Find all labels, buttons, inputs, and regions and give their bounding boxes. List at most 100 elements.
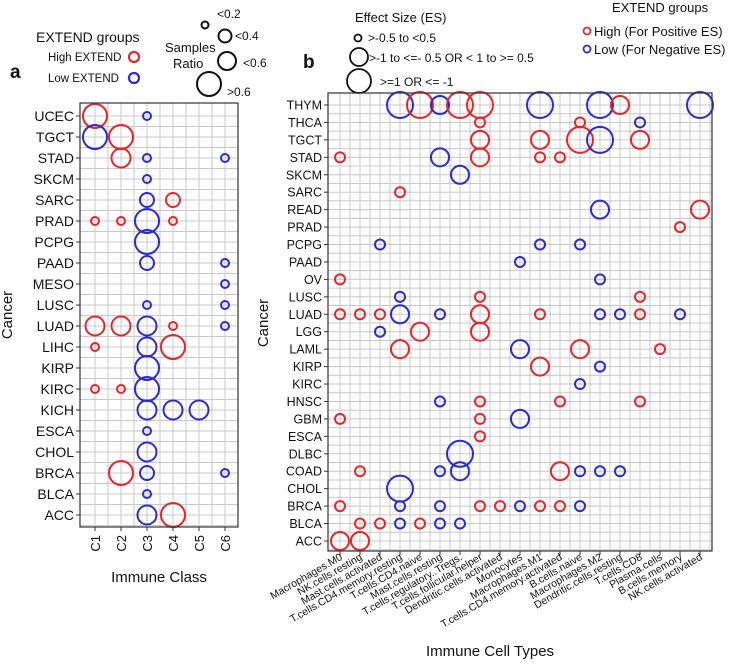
panel-b-legend: b Effect Size (ES) >-0.5 to <0.5 >-1 to … [303, 0, 726, 94]
bubble-brca-low [514, 500, 526, 513]
legend-low-marker [127, 71, 141, 85]
y-tick-label: PRAD [287, 221, 322, 235]
y-tick-label: LUAD [289, 308, 322, 322]
bubble-chol-low [136, 441, 158, 463]
bubble-laml-low [510, 339, 530, 360]
y-tick-label: STAD [38, 150, 74, 166]
legend-es-marker [346, 68, 372, 94]
y-tick-label: READ [287, 203, 322, 217]
legend-size-label: <0.6 [243, 56, 267, 70]
bubble-thym-low [386, 91, 414, 119]
bubble-brca-high [534, 500, 546, 513]
bubble-lusc-high [474, 290, 486, 303]
y-tick-label: BRCA [287, 500, 322, 514]
bubble-thca-low [634, 116, 646, 129]
bubble-lusc-low [220, 300, 230, 310]
bubble-kich-low [136, 399, 158, 421]
y-tick-label: PAAD [289, 255, 322, 269]
bubble-gbm-high [474, 412, 486, 425]
bubble-gbm-high [334, 412, 346, 425]
legend-size-title: Samples [165, 40, 216, 55]
bubble-tgct-high [566, 125, 594, 154]
bubble-pcpg-low [534, 238, 546, 251]
legend-es-marker [349, 47, 369, 67]
y-tick-label: OV [304, 273, 323, 287]
y-tick-label: SARC [35, 192, 74, 208]
y-tick-label: KIRC [292, 378, 322, 392]
bubble-skcm-low [142, 174, 152, 184]
bubble-kirp-low [594, 360, 606, 373]
bubble-thym-high [406, 91, 434, 119]
panel-a-y-tick-labels: UCEC TGCT STAD SKCM SARC PRAD PCPG PAAD MESO LUSC… [33, 108, 80, 523]
legend-high-label: High EXTEND [48, 52, 122, 64]
bubble-coad-low [450, 461, 470, 482]
bubble-esca-high [474, 430, 486, 443]
legend-size-marker [196, 71, 222, 97]
bubble-blca-high [414, 517, 426, 530]
bubble-laml-high [570, 339, 590, 360]
bubble-kirc-high [90, 384, 100, 394]
bubble-stad-high [110, 147, 132, 169]
bubble-stad-low [142, 153, 152, 163]
bubble-stad-low [430, 147, 450, 168]
bubble-meso-low [220, 279, 230, 289]
legend-size-marker [217, 28, 233, 44]
bubble-luad-high [334, 308, 346, 321]
bubble-luad-low [390, 304, 410, 325]
y-tick-label: COAD [286, 465, 322, 479]
y-tick-label: CHOL [35, 444, 74, 460]
bubble-acc-low [136, 504, 158, 526]
legend-size-marker [200, 20, 210, 30]
bubble-luad-high [84, 315, 106, 337]
panel-b-x-tick-labels: Macrophages.M0NK.cells.restingMast.cells… [268, 551, 704, 631]
bubble-luad-low [594, 308, 606, 321]
bubble-laml-high [390, 339, 410, 360]
y-tick-label: ACC [296, 535, 322, 549]
bubble-luad-high [168, 321, 178, 331]
y-tick-label: ESCA [288, 430, 323, 444]
bubble-thym-high [610, 95, 630, 115]
bubble-blca-high [354, 517, 366, 530]
bubble-kich-low [188, 399, 210, 421]
legend-size-label: <0.4 [235, 29, 259, 43]
legend-high-marker [127, 50, 141, 64]
bubble-brca-low [220, 468, 230, 478]
bubble-brca-high [334, 500, 346, 513]
bubble-paad-low [514, 255, 526, 268]
bubble-lihc-high [160, 334, 186, 360]
y-tick-label: SKCM [286, 168, 322, 182]
bubble-prad-high [168, 216, 178, 226]
bubble-tgct-high [530, 129, 550, 150]
y-tick-label: KIRC [41, 381, 74, 397]
panel-a-grid [80, 103, 239, 527]
bubble-read-low [590, 199, 610, 220]
y-tick-label: CHOL [287, 482, 322, 496]
bubble-tgct-high [630, 129, 650, 150]
panel-b-letter: b [303, 52, 315, 73]
y-tick-label: LUSC [37, 297, 74, 313]
bubble-pcpg-low [134, 229, 160, 255]
x-tick-label: C1 [88, 535, 103, 552]
bubble-acc-high [330, 531, 350, 551]
bubble-stad-high [470, 147, 490, 168]
bubble-stad-low [220, 153, 230, 163]
bubble-luad-low [136, 315, 158, 337]
bubble-thym-high [446, 91, 474, 119]
bubble-stad-high [334, 151, 346, 164]
bubble-luad-low [674, 308, 686, 321]
y-tick-label: SARC [287, 186, 322, 200]
y-tick-label: BRCA [35, 465, 75, 481]
y-tick-label: THYM [287, 99, 322, 113]
y-tick-label: HNSC [287, 395, 322, 409]
bubble-paad-low [139, 255, 155, 271]
bubble-prad-high [674, 221, 686, 234]
bubble-blca-low [142, 489, 152, 499]
bubble-luad-low [220, 321, 230, 331]
y-tick-label: PCPG [287, 238, 322, 252]
bubble-lusc-high [634, 290, 646, 303]
legend-low-label: Low (For Negative ES) [594, 42, 726, 57]
bubble-thym-low [430, 95, 450, 115]
y-tick-label: BLCA [289, 517, 322, 531]
legend-es-title: Effect Size (ES) [355, 10, 447, 25]
y-tick-label: ACC [44, 507, 74, 523]
